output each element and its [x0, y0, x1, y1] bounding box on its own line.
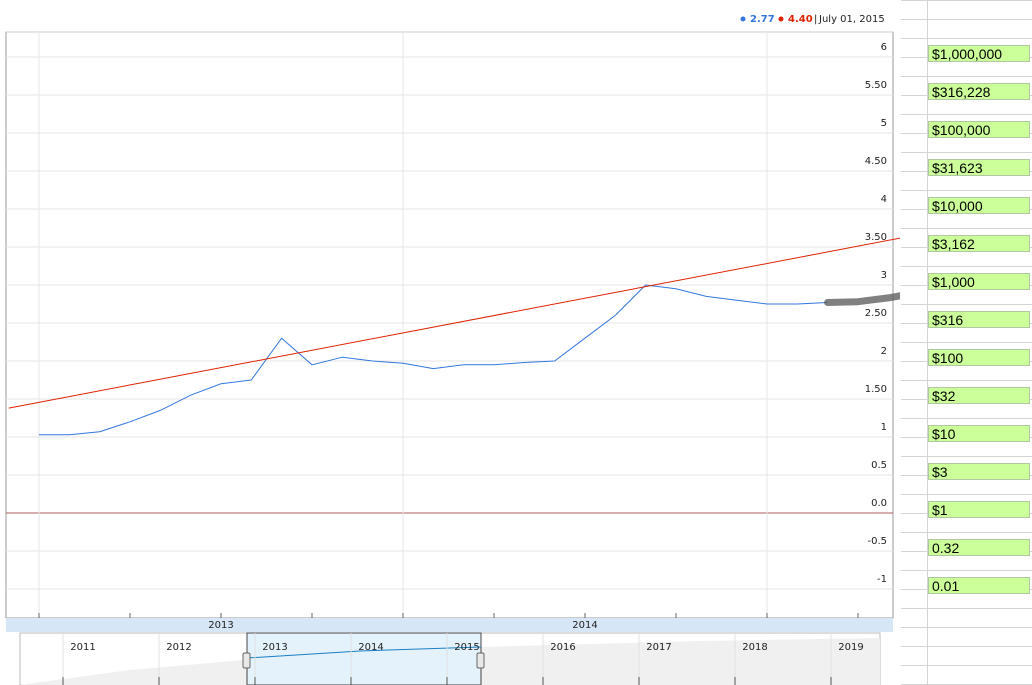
series2-legend-dot: [778, 16, 784, 22]
sheet-row-line: [901, 418, 1032, 419]
plot-frame: [5, 31, 894, 619]
grid: [6, 32, 893, 618]
sheet-row-line: [901, 342, 1032, 343]
price-cell[interactable]: 0.01: [928, 577, 1030, 594]
sheet-row-line: [901, 570, 1032, 571]
sheet-column-line: [927, 0, 928, 685]
sheet-row-line: [901, 38, 1032, 39]
navigator-year-label: 2017: [646, 642, 671, 653]
sheet-row-line: [901, 494, 1032, 495]
price-cell[interactable]: $1: [928, 501, 1030, 518]
price-cell[interactable]: $31,623: [928, 159, 1030, 176]
y-tick-label: 5: [881, 118, 887, 129]
series1-legend-dot: [740, 16, 746, 22]
series2-legend-value: 4.40: [788, 14, 813, 25]
y-tick-label: 0.0: [871, 498, 887, 509]
legend: 2.77 4.40 | July 01, 2015: [740, 14, 885, 25]
legend-date: July 01, 2015: [818, 14, 885, 25]
navigator[interactable]: 2011 2012 2013 2014 2015 2016 2017 2018 2019: [19, 632, 881, 685]
sheet-row-line: [901, 0, 1032, 1]
series-layer: [8, 237, 900, 436]
sheet-row-line: [901, 304, 1032, 305]
y-tick-label: 4: [881, 194, 887, 205]
x-axis: 2013 2014: [38, 613, 859, 631]
x-tick-label: 2014: [572, 620, 597, 631]
x-axis-strip: [6, 618, 893, 632]
legend-separator: |: [814, 14, 817, 25]
navigator-selection[interactable]: [246, 632, 482, 685]
y-tick-label: 2.50: [865, 308, 887, 319]
y-axis: 6 5.50 5 4.50 4 3.50 3 2.50 2 1.50 1 0.5 0.0 -0.5 -1: [865, 42, 887, 585]
y-tick-label: 0.5: [871, 460, 887, 471]
series1-legend-value: 2.77: [750, 14, 775, 25]
price-cell[interactable]: $1,000: [928, 273, 1030, 290]
y-tick-label: 4.50: [865, 156, 887, 167]
navigator-year-label: 2011: [70, 642, 95, 653]
price-cell[interactable]: $10: [928, 425, 1030, 442]
price-cell[interactable]: $316: [928, 311, 1030, 328]
y-tick-label: 3.50: [865, 232, 887, 243]
price-cell[interactable]: $3,162: [928, 235, 1030, 252]
sheet-row-line: [901, 456, 1032, 457]
navigator-year-label: 2019: [838, 642, 863, 653]
sheet-row-line: [901, 266, 1032, 267]
price-cell[interactable]: 0.32: [928, 539, 1030, 556]
price-cell[interactable]: $3: [928, 463, 1030, 480]
price-cell[interactable]: $100,000: [928, 121, 1030, 138]
price-cell[interactable]: $100: [928, 349, 1030, 366]
navigator-year-label: 2016: [550, 642, 575, 653]
navigator-year-label: 2015: [454, 642, 479, 653]
navigator-series-line: [246, 646, 482, 659]
navigator-year-label: 2014: [358, 642, 383, 653]
y-tick-label: 2: [881, 346, 887, 357]
price-cell[interactable]: $1,000,000: [928, 45, 1030, 62]
sheet-row-line: [901, 608, 1032, 609]
y-tick-label: -0.5: [867, 536, 887, 547]
sheet-row-line: [901, 627, 1032, 628]
y-tick-label: -1: [877, 574, 887, 585]
series-line-3: [824, 292, 900, 306]
navigator-year-label: 2012: [166, 642, 191, 653]
sheet-row-line: [901, 532, 1032, 533]
y-tick-label: 3: [881, 270, 887, 281]
spreadsheet-panel: $1,000,000 $316,228 $100,000 $31,623 $10,000…: [901, 0, 1032, 685]
y-tick-label: 1: [881, 422, 887, 433]
y-tick-label: 5.50: [865, 80, 887, 91]
chart: 6 5.50 5 4.50 4 3.50 3 2.50 2 1.50 1 0.5 0.0 -0.5 -1 2…: [5, 14, 900, 685]
series-line-2: [8, 237, 900, 409]
sheet-row-line: [901, 190, 1032, 191]
sheet-row-line: [901, 665, 1032, 666]
sheet-row-line: [901, 380, 1032, 381]
price-cell[interactable]: $10,000: [928, 197, 1030, 214]
sheet-row-line: [901, 76, 1032, 77]
sheet-row-line: [901, 152, 1032, 153]
sheet-row-line: [901, 19, 1032, 20]
y-tick-label: 6: [881, 42, 887, 53]
navigator-year-label: 2013: [262, 642, 287, 653]
navigator-year-label: 2018: [742, 642, 767, 653]
y-tick-label: 1.50: [865, 384, 887, 395]
series-line-1: [39, 284, 828, 436]
x-tick-label: 2013: [208, 620, 233, 631]
navigator-right-handle[interactable]: [476, 652, 485, 669]
sheet-row-line: [901, 114, 1032, 115]
navigator-years: 2011 2012 2013 2014 2015 2016 2017 2018 2019: [62, 633, 864, 685]
price-cell[interactable]: $32: [928, 387, 1030, 404]
sheet-row-line: [901, 228, 1032, 229]
sheet-row-line: [901, 646, 1032, 647]
price-cell[interactable]: $316,228: [928, 83, 1030, 100]
navigator-left-handle[interactable]: [242, 652, 251, 669]
